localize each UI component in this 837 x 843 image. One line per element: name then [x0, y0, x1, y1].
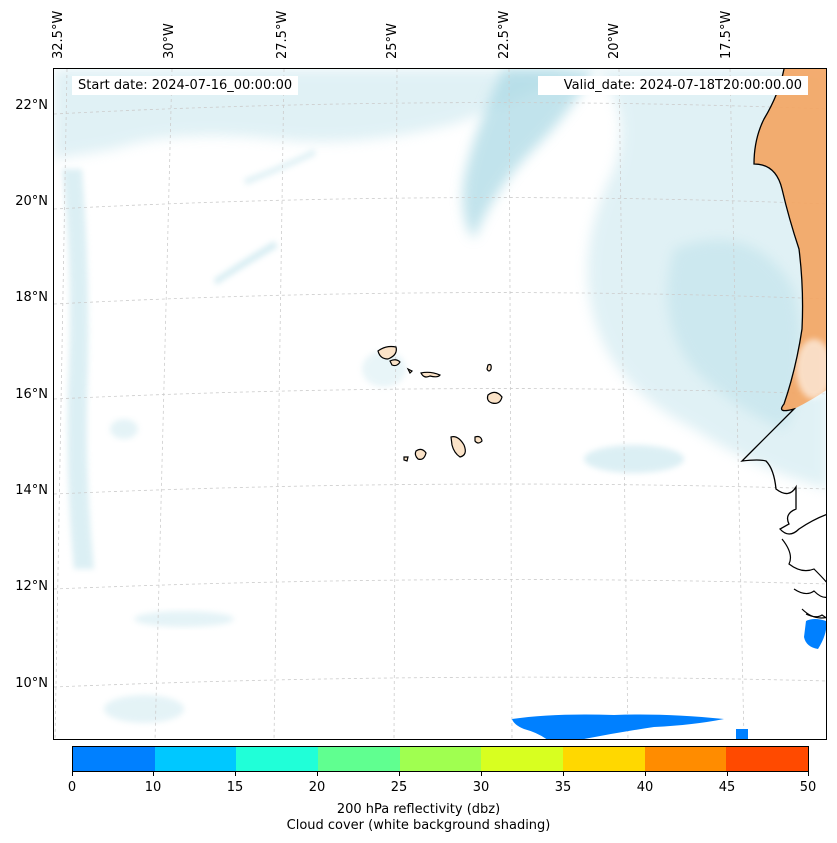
- colorbar-tick-10: 10: [144, 780, 162, 795]
- lat-label-18n: 18°N: [15, 290, 48, 305]
- colorbar-segment-3: [318, 747, 400, 771]
- cloud-streak-2: [244, 149, 316, 185]
- cloud-area-east-inner: [667, 240, 802, 429]
- colorbar-segment-2: [236, 747, 319, 771]
- island-boa-vista: [486, 391, 503, 404]
- guinea-bissau-coast: [805, 613, 826, 619]
- island-sao-vicente: [389, 359, 401, 367]
- island-sal: [486, 363, 492, 372]
- colorbar-tick-45: 45: [718, 780, 736, 795]
- cloud-patch-west: [110, 419, 138, 439]
- graticule: [54, 69, 826, 739]
- africa-land-shading: [754, 69, 826, 411]
- colorbar: [72, 746, 809, 772]
- echo-southeast: [804, 619, 826, 649]
- lon-label-27-5w: 27.5°W: [275, 10, 290, 59]
- colorbar-tick-40: 40: [636, 780, 654, 795]
- echo-south-band: [512, 714, 724, 739]
- colorbar-tick-20: 20: [308, 780, 326, 795]
- valid-date-label: Valid_date: 2024-07-18T20:00:00.00: [538, 76, 808, 95]
- lat-label-22n: 22°N: [15, 98, 48, 113]
- island-santiago: [450, 436, 466, 458]
- island-santa-luzia: [406, 367, 414, 375]
- colorbar-tick-35: 35: [554, 780, 572, 795]
- cloud-strip-west: [62, 169, 94, 569]
- colorbar-tick-15: 15: [226, 780, 244, 795]
- lon-label-22-5w: 22.5°W: [497, 10, 512, 59]
- colorbar-segment-1: [154, 747, 237, 771]
- colorbar-segment-7: [644, 747, 727, 771]
- colorbar-tick-30: 30: [472, 780, 490, 795]
- lon-label-20w: 20°W: [607, 23, 622, 59]
- cloud-patch-southwest: [104, 695, 184, 723]
- cloud-band-north: [462, 69, 594, 239]
- cloud-streak-1: [214, 241, 278, 285]
- lon-label-17-5w: 17.5°W: [719, 10, 734, 59]
- colorbar-segment-5: [481, 747, 564, 771]
- cloud-patch-south: [584, 445, 684, 473]
- colorbar-segment-0: [73, 747, 155, 771]
- lat-label-20n: 20°N: [15, 194, 48, 209]
- lat-label-10n: 10°N: [15, 676, 48, 691]
- cape-verde-islands: [377, 345, 503, 462]
- lon-label-32-5w: 32.5°W: [51, 10, 66, 59]
- colorbar-subtitle: Cloud cover (white background shading): [286, 818, 551, 833]
- colorbar-tick-0: 0: [67, 780, 77, 795]
- colorbar-segment-6: [563, 747, 645, 771]
- colorbar-tick-25: 25: [390, 780, 408, 795]
- africa-coastline: [740, 69, 826, 535]
- lon-label-25w: 25°W: [385, 23, 400, 59]
- colorbar-tick-50: 50: [799, 780, 817, 795]
- land-highlight: [796, 339, 826, 399]
- reflectivity-echoes: [512, 619, 826, 739]
- lat-label-16n: 16°N: [15, 387, 48, 402]
- africa-coastline-south: [781, 538, 826, 619]
- island-sao-nicolau: [420, 371, 441, 378]
- lon-label-30w: 30°W: [162, 23, 177, 59]
- lat-label-14n: 14°N: [15, 483, 48, 498]
- colorbar-segment-4: [399, 747, 482, 771]
- cloud-patch-south-2: [134, 611, 234, 627]
- lat-label-12n: 12°N: [15, 579, 48, 594]
- map-canvas: [54, 69, 826, 739]
- map-panel[interactable]: [53, 68, 827, 740]
- colorbar-segment-8: [726, 747, 809, 771]
- island-brava: [403, 456, 409, 462]
- island-fogo: [414, 448, 427, 460]
- cloud-cover-shading: [54, 69, 826, 723]
- echo-southeast-small: [736, 729, 748, 739]
- colorbar-title: 200 hPa reflectivity (dbz): [336, 802, 501, 817]
- island-maio: [474, 435, 483, 444]
- island-santo-antao: [377, 345, 397, 360]
- start-date-label: Start date: 2024-07-16_00:00:00: [72, 76, 299, 95]
